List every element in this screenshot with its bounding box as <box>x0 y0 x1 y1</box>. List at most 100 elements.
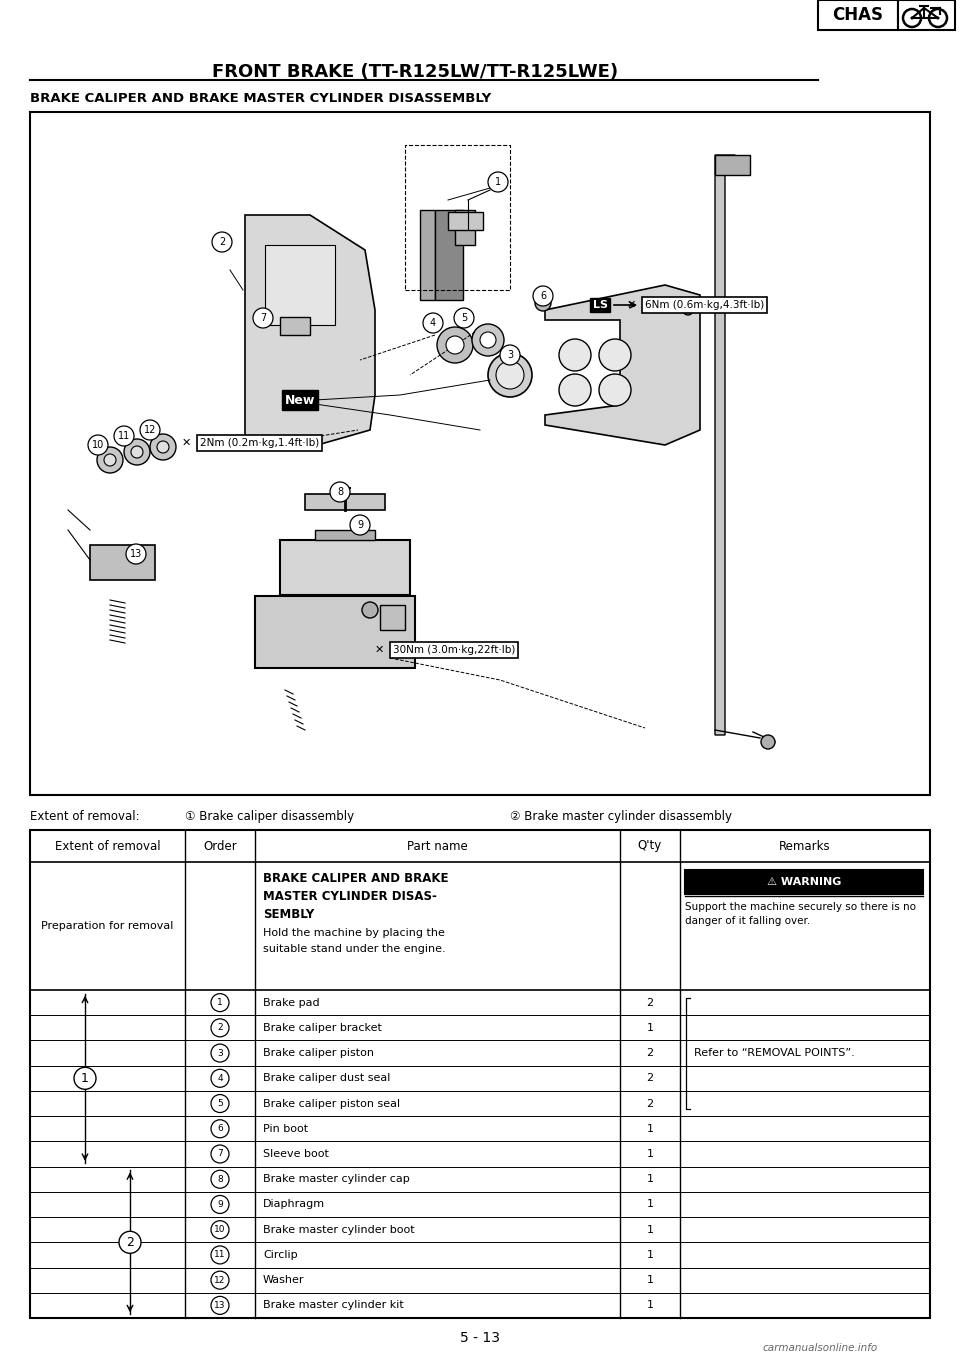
Text: Order: Order <box>204 839 237 853</box>
Text: 1: 1 <box>646 1275 654 1285</box>
Circle shape <box>253 308 273 329</box>
Text: 1: 1 <box>646 1023 654 1033</box>
Circle shape <box>157 441 169 454</box>
Circle shape <box>126 545 146 564</box>
Text: Support the machine securely so there is no: Support the machine securely so there is… <box>685 902 916 913</box>
Circle shape <box>910 16 914 19</box>
Bar <box>30 830 930 1319</box>
Circle shape <box>131 445 143 458</box>
Bar <box>818 0 898 30</box>
Text: 2: 2 <box>126 1236 134 1249</box>
Polygon shape <box>545 285 700 445</box>
Text: Brake caliper piston seal: Brake caliper piston seal <box>263 1099 400 1108</box>
Text: Remarks: Remarks <box>780 839 830 853</box>
Circle shape <box>211 1120 229 1138</box>
Circle shape <box>437 327 473 363</box>
Text: 5: 5 <box>217 1099 223 1108</box>
Circle shape <box>480 331 496 348</box>
Circle shape <box>211 1069 229 1088</box>
Bar <box>435 210 463 300</box>
Text: Brake caliper dust seal: Brake caliper dust seal <box>263 1073 391 1084</box>
Text: Part name: Part name <box>407 839 468 853</box>
Text: 12: 12 <box>144 425 156 435</box>
Circle shape <box>535 295 551 311</box>
Text: 2: 2 <box>217 1024 223 1032</box>
Bar <box>380 606 405 630</box>
Text: Brake caliper piston: Brake caliper piston <box>263 1048 374 1058</box>
Text: 2: 2 <box>219 238 226 247</box>
Circle shape <box>211 1195 229 1214</box>
Circle shape <box>423 312 443 333</box>
Bar <box>265 244 335 325</box>
Circle shape <box>362 602 378 618</box>
Text: 11: 11 <box>118 430 131 441</box>
Text: 10: 10 <box>214 1225 226 1234</box>
Text: carmanualsonline.info: carmanualsonline.info <box>762 1343 877 1353</box>
Circle shape <box>114 426 134 445</box>
Bar <box>90 545 155 580</box>
Text: ✕: ✕ <box>181 439 191 448</box>
Text: BRAKE CALIPER AND BRAKE: BRAKE CALIPER AND BRAKE <box>263 872 448 885</box>
Text: Extent of removal:: Extent of removal: <box>30 809 139 823</box>
Text: 7: 7 <box>260 312 266 323</box>
Circle shape <box>761 735 775 750</box>
Bar <box>405 145 510 291</box>
Bar <box>280 540 410 595</box>
Text: 12: 12 <box>214 1275 226 1285</box>
Bar <box>685 870 923 894</box>
Text: 1: 1 <box>646 1175 654 1184</box>
Circle shape <box>150 435 176 460</box>
Text: 13: 13 <box>130 549 142 559</box>
Text: Circlip: Circlip <box>263 1249 298 1260</box>
Polygon shape <box>245 215 375 449</box>
Circle shape <box>454 308 474 329</box>
Text: 1: 1 <box>646 1149 654 1158</box>
Text: Brake caliper bracket: Brake caliper bracket <box>263 1023 382 1033</box>
Text: 5: 5 <box>461 312 468 323</box>
Circle shape <box>599 340 631 371</box>
Circle shape <box>211 1044 229 1062</box>
Bar <box>455 210 475 244</box>
Text: MASTER CYLINDER DISAS-: MASTER CYLINDER DISAS- <box>263 889 437 903</box>
Text: Refer to “REMOVAL POINTS”.: Refer to “REMOVAL POINTS”. <box>694 1048 854 1058</box>
Circle shape <box>212 232 232 253</box>
Text: 6Nm (0.6m·kg,4.3ft·lb): 6Nm (0.6m·kg,4.3ft·lb) <box>645 300 764 310</box>
Circle shape <box>599 373 631 406</box>
Circle shape <box>211 994 229 1012</box>
Text: danger of it falling over.: danger of it falling over. <box>685 917 810 926</box>
Text: CHAS: CHAS <box>832 5 883 24</box>
Text: 1: 1 <box>495 177 501 187</box>
Text: 1: 1 <box>646 1301 654 1310</box>
Text: New: New <box>285 394 315 406</box>
Text: 8: 8 <box>217 1175 223 1184</box>
Text: 2: 2 <box>646 1099 654 1108</box>
Circle shape <box>211 1018 229 1038</box>
Text: Brake master cylinder kit: Brake master cylinder kit <box>263 1301 404 1310</box>
Text: 7: 7 <box>217 1149 223 1158</box>
Text: 9: 9 <box>217 1200 223 1209</box>
Circle shape <box>119 1232 141 1253</box>
Text: BRAKE CALIPER AND BRAKE MASTER CYLINDER DISASSEMBLY: BRAKE CALIPER AND BRAKE MASTER CYLINDER … <box>30 92 492 105</box>
Text: Hold the machine by placing the: Hold the machine by placing the <box>263 928 444 938</box>
Circle shape <box>496 361 524 388</box>
Text: 6: 6 <box>540 291 546 301</box>
Text: 13: 13 <box>214 1301 226 1310</box>
Text: 2: 2 <box>646 1048 654 1058</box>
Text: 30Nm (3.0m·kg,22ft·lb): 30Nm (3.0m·kg,22ft·lb) <box>393 645 516 655</box>
Circle shape <box>472 325 504 356</box>
Circle shape <box>559 373 591 406</box>
Text: 1: 1 <box>646 1249 654 1260</box>
Text: LS: LS <box>592 300 608 310</box>
Text: 4: 4 <box>217 1074 223 1082</box>
Circle shape <box>97 447 123 473</box>
Circle shape <box>211 1145 229 1162</box>
Text: Extent of removal: Extent of removal <box>55 839 160 853</box>
Circle shape <box>937 16 940 19</box>
Text: Pin boot: Pin boot <box>263 1124 308 1134</box>
Circle shape <box>211 1095 229 1112</box>
Text: Diaphragm: Diaphragm <box>263 1199 325 1210</box>
Text: 1: 1 <box>646 1124 654 1134</box>
Circle shape <box>488 353 532 397</box>
Bar <box>30 111 930 794</box>
Circle shape <box>446 335 464 354</box>
